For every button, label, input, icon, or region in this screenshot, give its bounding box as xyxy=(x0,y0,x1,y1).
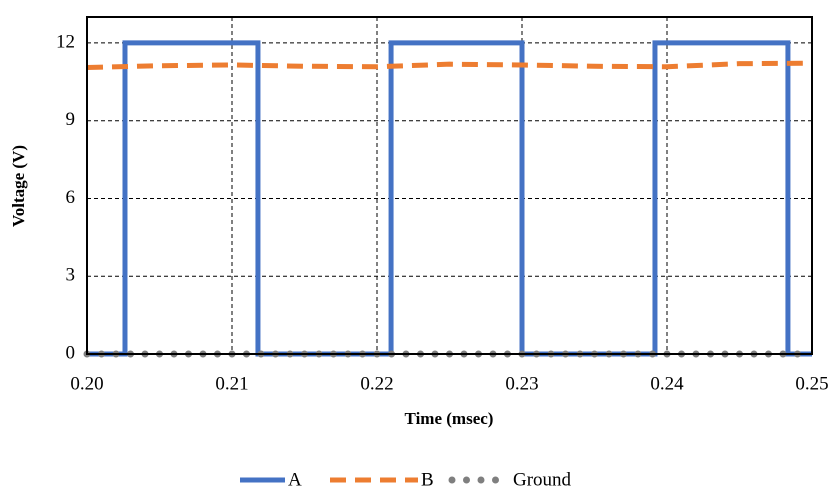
x-tick-label: 0.25 xyxy=(795,373,828,394)
y-tick-label: 9 xyxy=(66,109,76,130)
y-axis-title: Voltage (V) xyxy=(9,145,28,227)
x-tick-label: 0.24 xyxy=(650,373,684,394)
y-tick-label: 12 xyxy=(56,31,75,52)
plot-border xyxy=(86,16,813,355)
x-tick-label: 0.22 xyxy=(360,373,393,394)
x-tick-label: 0.23 xyxy=(505,373,538,394)
legend-label: Ground xyxy=(513,469,572,490)
y-tick-label: 6 xyxy=(66,187,76,208)
y-tick-label: 0 xyxy=(66,342,76,363)
x-axis-title: Time (msec) xyxy=(405,409,494,428)
y-tick-label: 3 xyxy=(66,265,76,286)
legend-label: A xyxy=(288,469,302,490)
x-tick-label: 0.20 xyxy=(70,373,103,394)
series-line xyxy=(87,40,812,357)
legend-label: B xyxy=(421,469,434,490)
x-tick-label: 0.21 xyxy=(215,373,248,394)
series-line xyxy=(86,60,813,71)
